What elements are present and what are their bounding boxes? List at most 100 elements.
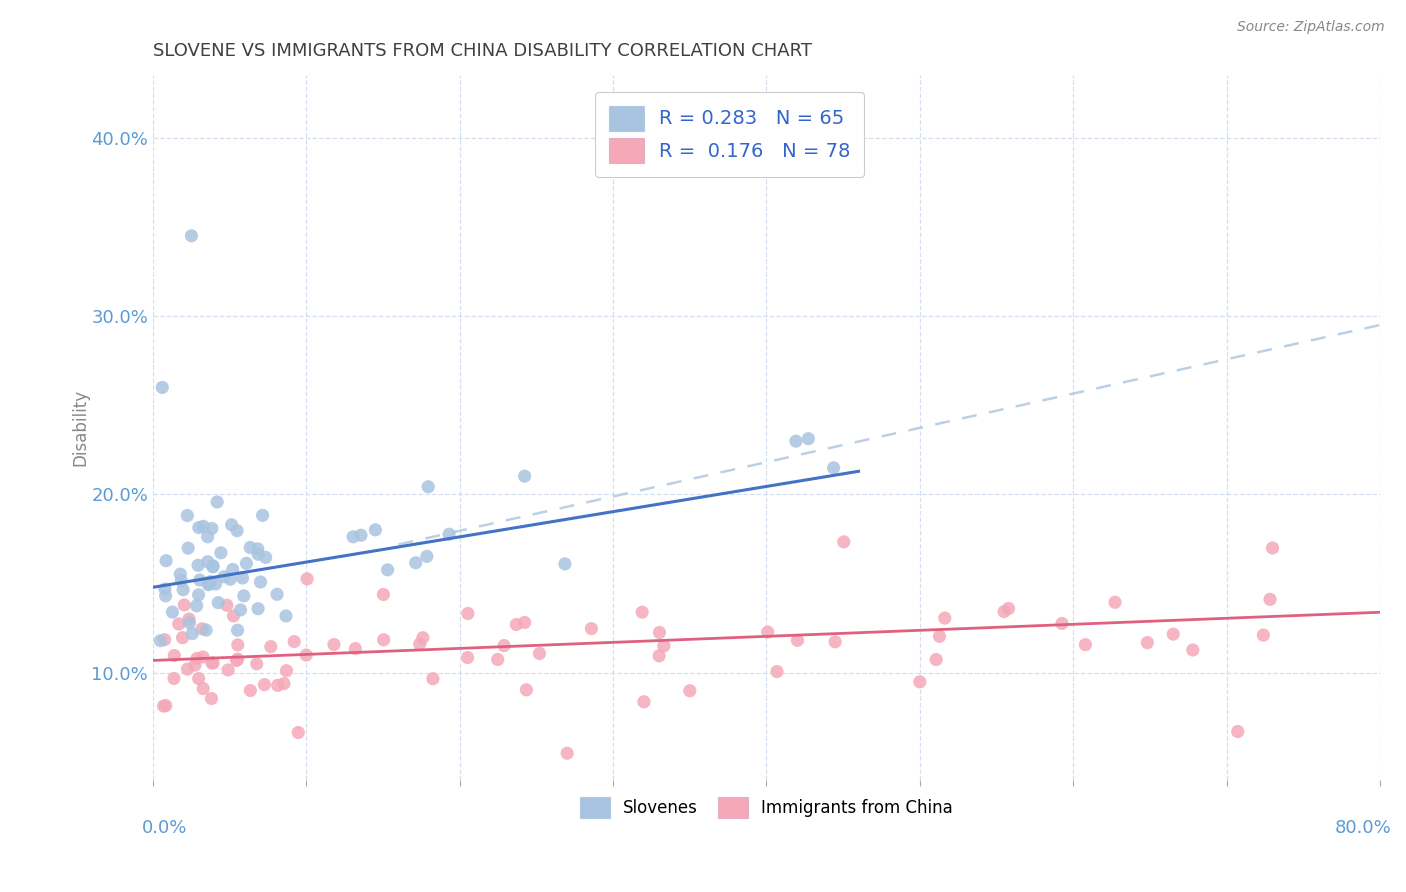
Point [1253, 628, 1275, 642]
Point [1104, 595, 1126, 609]
Point [373, 587, 395, 601]
Point [152, 699, 174, 714]
Point [200, 691, 222, 706]
Point [273, 676, 295, 690]
Point [377, 563, 399, 577]
Text: SLOVENE VS IMMIGRANTS FROM CHINA DISABILITY CORRELATION CHART: SLOVENE VS IMMIGRANTS FROM CHINA DISABIL… [153, 42, 813, 60]
Point [193, 681, 215, 696]
Point [254, 550, 277, 565]
Point [260, 640, 283, 654]
Point [239, 683, 262, 698]
Point [997, 601, 1019, 615]
Point [412, 631, 434, 645]
Point [221, 517, 243, 532]
Point [679, 683, 702, 698]
Point [457, 650, 479, 665]
Point [153, 582, 176, 596]
Point [1258, 592, 1281, 607]
Point [204, 577, 226, 591]
Legend: Slovenes, Immigrants from China: Slovenes, Immigrants from China [574, 791, 960, 824]
Y-axis label: Disability: Disability [72, 389, 89, 467]
Point [163, 672, 186, 686]
Point [205, 495, 228, 509]
Point [246, 541, 269, 556]
Point [170, 574, 193, 588]
Point [149, 633, 172, 648]
Point [648, 625, 671, 640]
Point [162, 605, 184, 619]
Point [405, 556, 427, 570]
Point [287, 725, 309, 739]
Point [276, 664, 298, 678]
Point [457, 607, 479, 621]
Point [246, 657, 269, 671]
Point [201, 656, 224, 670]
Point [191, 649, 214, 664]
Text: 80.0%: 80.0% [1334, 819, 1391, 837]
Point [652, 639, 675, 653]
Point [416, 549, 439, 564]
Point [187, 672, 209, 686]
Point [186, 651, 208, 665]
Point [198, 577, 221, 591]
Point [226, 638, 249, 652]
Point [232, 589, 254, 603]
Point [197, 530, 219, 544]
Point [187, 558, 209, 573]
Point [187, 520, 209, 534]
Point [197, 555, 219, 569]
Point [222, 609, 245, 624]
Point [786, 633, 808, 648]
Point [153, 632, 176, 647]
Point [437, 527, 460, 541]
Point [832, 535, 855, 549]
Point [247, 547, 270, 561]
Point [247, 601, 270, 615]
Point [177, 612, 200, 626]
Point [167, 617, 190, 632]
Point [934, 611, 956, 625]
Text: 0.0%: 0.0% [142, 819, 187, 837]
Point [155, 589, 177, 603]
Point [188, 573, 211, 587]
Point [180, 228, 202, 243]
Point [207, 596, 229, 610]
Point [179, 615, 201, 630]
Point [226, 524, 249, 538]
Point [172, 631, 194, 645]
Point [176, 508, 198, 523]
Point [513, 469, 536, 483]
Point [267, 678, 290, 692]
Point [197, 577, 219, 591]
Point [555, 746, 578, 760]
Point [226, 652, 249, 666]
Point [908, 674, 931, 689]
Point [928, 629, 950, 643]
Point [253, 678, 276, 692]
Point [217, 663, 239, 677]
Point [201, 521, 224, 535]
Point [350, 528, 373, 542]
Point [274, 609, 297, 624]
Point [163, 648, 186, 663]
Point [155, 698, 177, 713]
Point [1074, 638, 1097, 652]
Point [191, 622, 214, 636]
Point [925, 652, 948, 666]
Point [266, 587, 288, 601]
Point [373, 632, 395, 647]
Point [200, 574, 222, 589]
Point [1161, 627, 1184, 641]
Point [993, 605, 1015, 619]
Point [221, 562, 243, 576]
Point [202, 558, 225, 573]
Point [249, 574, 271, 589]
Point [187, 588, 209, 602]
Point [215, 599, 238, 613]
Point [529, 647, 551, 661]
Point [581, 622, 603, 636]
Point [756, 625, 779, 640]
Point [824, 635, 846, 649]
Point [515, 682, 537, 697]
Point [193, 519, 215, 533]
